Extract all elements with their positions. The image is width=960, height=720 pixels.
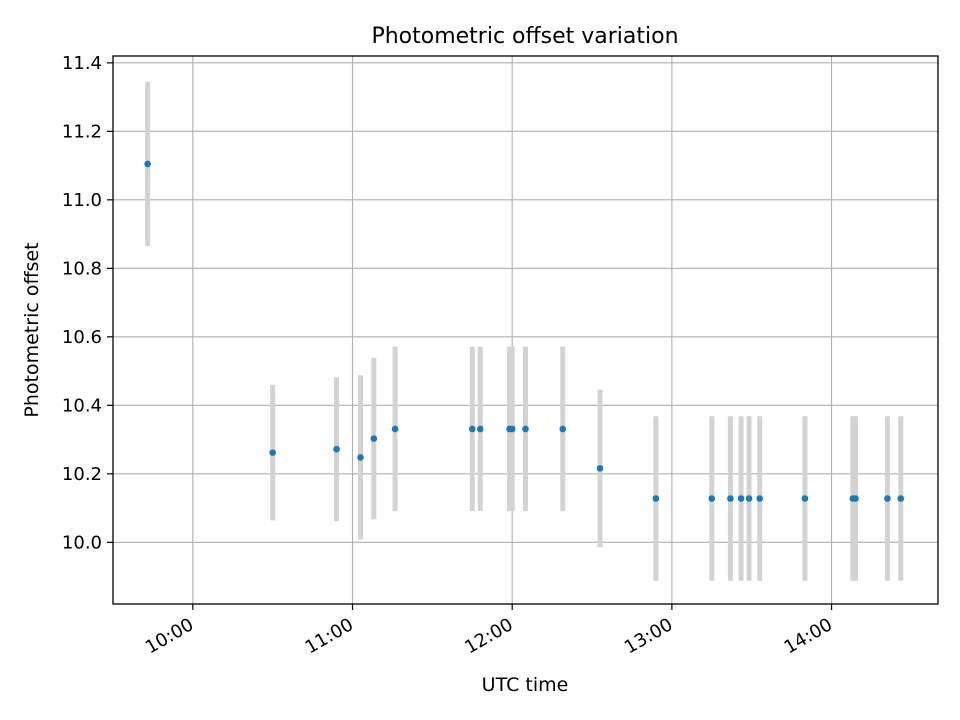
data-point: [144, 160, 151, 168]
data-point: [801, 495, 809, 502]
y-tick-label: 11.4: [62, 53, 102, 74]
data-points: [144, 160, 905, 502]
data-point: [357, 454, 364, 461]
data-point: [708, 495, 716, 502]
grid: [113, 56, 938, 604]
data-point: [269, 449, 276, 456]
y-tick-label: 10.0: [62, 532, 102, 553]
y-tick-label: 10.6: [62, 327, 102, 348]
x-tick-label: 11:00: [302, 614, 357, 658]
error-bars: [145, 81, 904, 581]
data-point: [727, 495, 734, 502]
data-point: [508, 425, 516, 433]
data-point: [652, 495, 660, 502]
x-axis-ticks: 10:00 11:00 12:00 13:00 14:00: [142, 604, 836, 658]
data-point: [391, 425, 399, 433]
data-point: [333, 445, 340, 453]
y-tick-label: 10.8: [62, 258, 102, 279]
y-tick-label: 11.0: [62, 190, 102, 211]
x-axis-label: UTC time: [482, 674, 569, 696]
x-tick-label: 14:00: [781, 614, 836, 658]
data-point: [897, 495, 905, 502]
x-tick-label: 10:00: [142, 614, 197, 658]
y-axis-label: Photometric offset: [21, 242, 43, 417]
y-tick-label: 10.2: [62, 464, 102, 485]
data-point: [522, 425, 529, 433]
plot-frame: [112, 55, 939, 605]
chart-title: Photometric offset variation: [371, 24, 678, 49]
y-axis-ticks: 10.0 10.2 10.4 10.6 10.8 11.0 11.2 11.4: [62, 53, 113, 553]
data-point: [737, 495, 745, 502]
y-tick-label: 11.2: [62, 121, 102, 142]
y-tick-label: 10.4: [62, 395, 102, 416]
data-point: [852, 495, 859, 502]
x-tick-label: 13:00: [621, 614, 676, 658]
data-point: [468, 425, 476, 433]
data-point: [756, 495, 763, 502]
data-point: [745, 495, 753, 502]
data-point: [370, 435, 378, 442]
data-point: [596, 465, 604, 472]
x-tick-label: 12:00: [461, 614, 516, 658]
data-point: [476, 425, 484, 433]
data-point: [559, 425, 567, 433]
data-point: [884, 495, 891, 502]
